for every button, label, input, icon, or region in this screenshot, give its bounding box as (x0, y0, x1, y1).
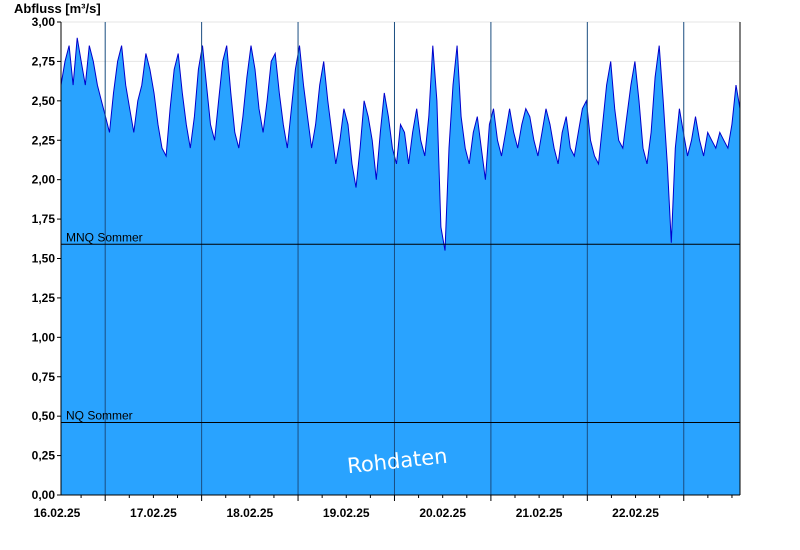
day-gridlines (104, 22, 685, 495)
x-tick-label: 22.02.25 (612, 506, 659, 520)
y-axis-label: Abfluss [m³/s] (14, 1, 101, 16)
y-tick-label: 1,00 (32, 330, 56, 344)
reference-line-label: MNQ Sommer (66, 230, 143, 244)
y-tick-label: 2,00 (32, 173, 56, 187)
discharge-area (60, 37, 741, 496)
reference-lines: MNQ Sommer NQ Sommer (61, 230, 740, 423)
y-tick-label: 1,50 (32, 252, 56, 266)
reference-line-label: NQ Sommer (66, 408, 133, 422)
x-axis-ticks: 16.02.25 17.02.25 18.02.25 19.02.25 20.02.25… (34, 495, 733, 520)
y-tick-label: 1,25 (32, 291, 56, 305)
y-tick-label: 0,25 (32, 449, 56, 463)
discharge-fill (61, 37, 740, 496)
y-tick-label: 2,25 (32, 133, 56, 147)
x-tick-label: 20.02.25 (419, 506, 466, 520)
horizontal-grid (61, 21, 740, 62)
y-tick-label: 0,50 (32, 409, 56, 423)
discharge-line (60, 37, 741, 251)
y-tick-label: 2,50 (32, 94, 56, 108)
y-tick-label: 0,00 (32, 488, 56, 502)
y-axis-ticks: 0,00 0,25 0,50 0,75 1,00 1,25 1,50 1,75 2,00 2,25… (32, 15, 61, 502)
y-tick-label: 1,75 (32, 212, 56, 226)
x-tick-label: 21.02.25 (516, 506, 563, 520)
x-tick-label: 16.02.25 (34, 506, 81, 520)
y-tick-label: 3,00 (32, 15, 56, 29)
y-tick-label: 2,75 (32, 54, 56, 68)
y-tick-label: 0,75 (32, 370, 56, 384)
x-tick-label: 17.02.25 (130, 506, 177, 520)
x-tick-label: 18.02.25 (226, 506, 273, 520)
x-tick-label: 19.02.25 (323, 506, 370, 520)
